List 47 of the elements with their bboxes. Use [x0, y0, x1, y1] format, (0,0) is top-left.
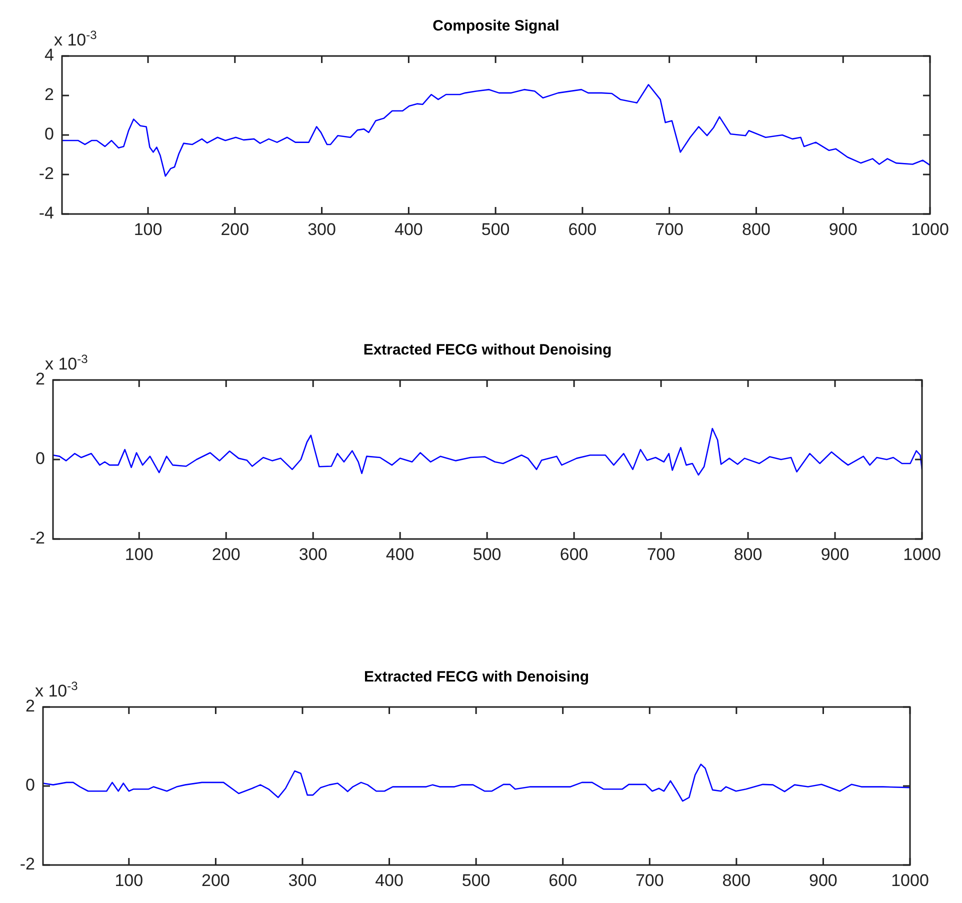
x-tick-label: 800	[734, 544, 762, 564]
x-tick-label: 1000	[903, 544, 941, 564]
x-tick-label: 500	[462, 870, 490, 890]
x-tick-label: 300	[288, 870, 317, 890]
x-tick-label: 500	[481, 220, 510, 239]
x-tick-label: 100	[124, 544, 154, 564]
x-tick-label: 100	[114, 870, 144, 890]
x-tick-label: 900	[809, 870, 838, 890]
x-tick-label: 500	[472, 544, 502, 564]
y-tick-label: -2	[20, 854, 35, 874]
x-tick-label: 1000	[891, 870, 929, 890]
y-tick-label: -2	[38, 164, 54, 184]
x-tick-label: 300	[298, 544, 328, 564]
y-tick-label: -2	[30, 528, 45, 548]
x-tick-label: 400	[386, 544, 414, 564]
x-tick-label: 900	[820, 544, 850, 564]
x-tick-label: 300	[308, 220, 336, 239]
x-tick-label: 200	[220, 220, 250, 239]
y-tick-label: 2	[26, 696, 35, 716]
y-tick-label: 2	[44, 85, 54, 104]
chart-title: Extracted FECG without Denoising	[363, 342, 612, 359]
text: x 10$^{-3}$	[45, 352, 88, 375]
x-tick-label: 1000	[911, 220, 949, 239]
y-tick-label: 2	[36, 370, 45, 389]
x-tick-label: 600	[560, 544, 588, 564]
chart-title: Composite Signal	[432, 18, 560, 35]
x-tick-label: 400	[375, 870, 404, 890]
chart-title: Extracted FECG with Denoising	[364, 668, 590, 686]
y-tick-label: 4	[44, 46, 54, 65]
y-tick-label: -4	[38, 204, 54, 223]
x-tick-label: 200	[202, 870, 230, 890]
x-tick-label: 600	[548, 870, 578, 890]
x-tick-label: 800	[722, 870, 751, 890]
y-tick-label: 0	[44, 124, 54, 144]
x-tick-label: 400	[394, 220, 423, 239]
text: x 10$^{-3}$	[54, 28, 97, 51]
x-tick-label: 900	[828, 220, 858, 239]
x-tick-label: 200	[212, 544, 240, 564]
x-tick-label: 700	[635, 870, 664, 890]
text: x 10$^{-3}$	[35, 679, 78, 702]
x-tick-label: 700	[646, 544, 676, 564]
x-tick-label: 100	[134, 220, 162, 239]
y-tick-label: 0	[26, 776, 35, 795]
y-tick-label: 0	[36, 449, 45, 468]
x-tick-label: 800	[742, 220, 770, 239]
x-tick-label: 600	[568, 220, 597, 239]
x-tick-label: 700	[655, 220, 684, 239]
